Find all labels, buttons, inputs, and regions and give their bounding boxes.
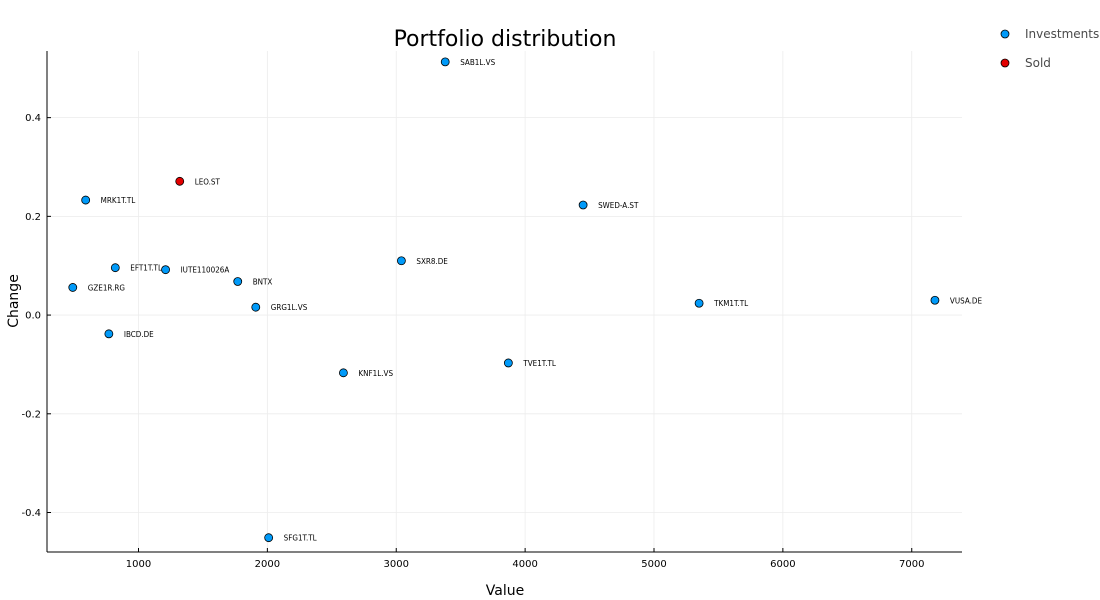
scatter-point — [104, 329, 114, 339]
legend-marker — [1000, 58, 1010, 68]
scatter-point — [161, 265, 170, 275]
point-label: LEO.ST — [195, 177, 221, 186]
point-label: GRG1L.VS — [271, 303, 308, 312]
scatter-point — [110, 263, 120, 273]
point-label: BNTX — [253, 278, 273, 287]
x-tick-label: 2000 — [255, 559, 280, 570]
legend: Investments Sold — [1000, 27, 1099, 70]
scatter-point — [397, 256, 406, 266]
legend-label: Sold — [1025, 56, 1051, 70]
scatter-point — [578, 200, 588, 210]
y-tick-label: -0.4 — [21, 508, 41, 519]
point-label: TVE1T.TL — [522, 359, 556, 368]
y-axis-label: Change — [6, 274, 22, 328]
chart-title: Portfolio distribution — [394, 27, 617, 52]
point-label: EFT1T.TL — [130, 264, 162, 273]
point-label: MRK1T.TL — [101, 196, 136, 205]
scatter-point — [251, 302, 261, 312]
scatter-point — [440, 57, 450, 67]
ticks: 1000 2000 3000 4000 5000 6000 7000 -0.4 -0.2 0.0 0… — [21, 113, 924, 570]
point-labels: SAB1L.VS MRK1T.TL SWED-A.ST EFT1T.TL IUTE110… — [88, 58, 983, 543]
point-label: SXR8.DE — [416, 257, 448, 266]
x-axis-label: Value — [486, 583, 524, 599]
scatter-point — [694, 298, 704, 308]
scatter-point — [233, 277, 243, 286]
scatter-point — [81, 195, 91, 205]
point-label: VUSA.DE — [950, 296, 983, 305]
x-tick-label: 3000 — [384, 559, 409, 570]
y-tick-label: 0.4 — [25, 113, 41, 124]
scatter-point — [339, 368, 348, 378]
point-label: TKM1T.TL — [713, 299, 748, 308]
point-label: SAB1L.VS — [460, 58, 495, 67]
point-label: SFG1T.TL — [284, 534, 317, 543]
grid — [47, 51, 962, 552]
x-tick-label: 1000 — [126, 559, 151, 570]
scatter-point — [68, 283, 78, 292]
y-tick-label: 0.2 — [25, 212, 41, 223]
point-label: IUTE110026A — [181, 266, 230, 275]
scatter-point — [503, 358, 513, 368]
x-tick-label: 6000 — [770, 559, 795, 570]
legend-marker — [1000, 29, 1010, 39]
x-tick-label: 5000 — [641, 559, 666, 570]
y-tick-label: -0.2 — [21, 409, 41, 420]
point-label: KNF1L.VS — [358, 369, 393, 378]
point-label: SWED-A.ST — [598, 201, 639, 210]
point-label: IBCD.DE — [124, 330, 154, 339]
y-tick-label: 0.0 — [25, 311, 41, 322]
data-points — [68, 57, 940, 543]
axes — [46, 51, 962, 553]
point-label: GZE1R.RG — [88, 283, 125, 292]
scatter-point — [930, 295, 940, 305]
x-tick-label: 4000 — [512, 559, 537, 570]
scatter-point — [264, 533, 274, 543]
x-tick-label: 7000 — [899, 559, 924, 570]
legend-label: Investments — [1025, 27, 1099, 41]
scatter-point — [175, 176, 185, 186]
